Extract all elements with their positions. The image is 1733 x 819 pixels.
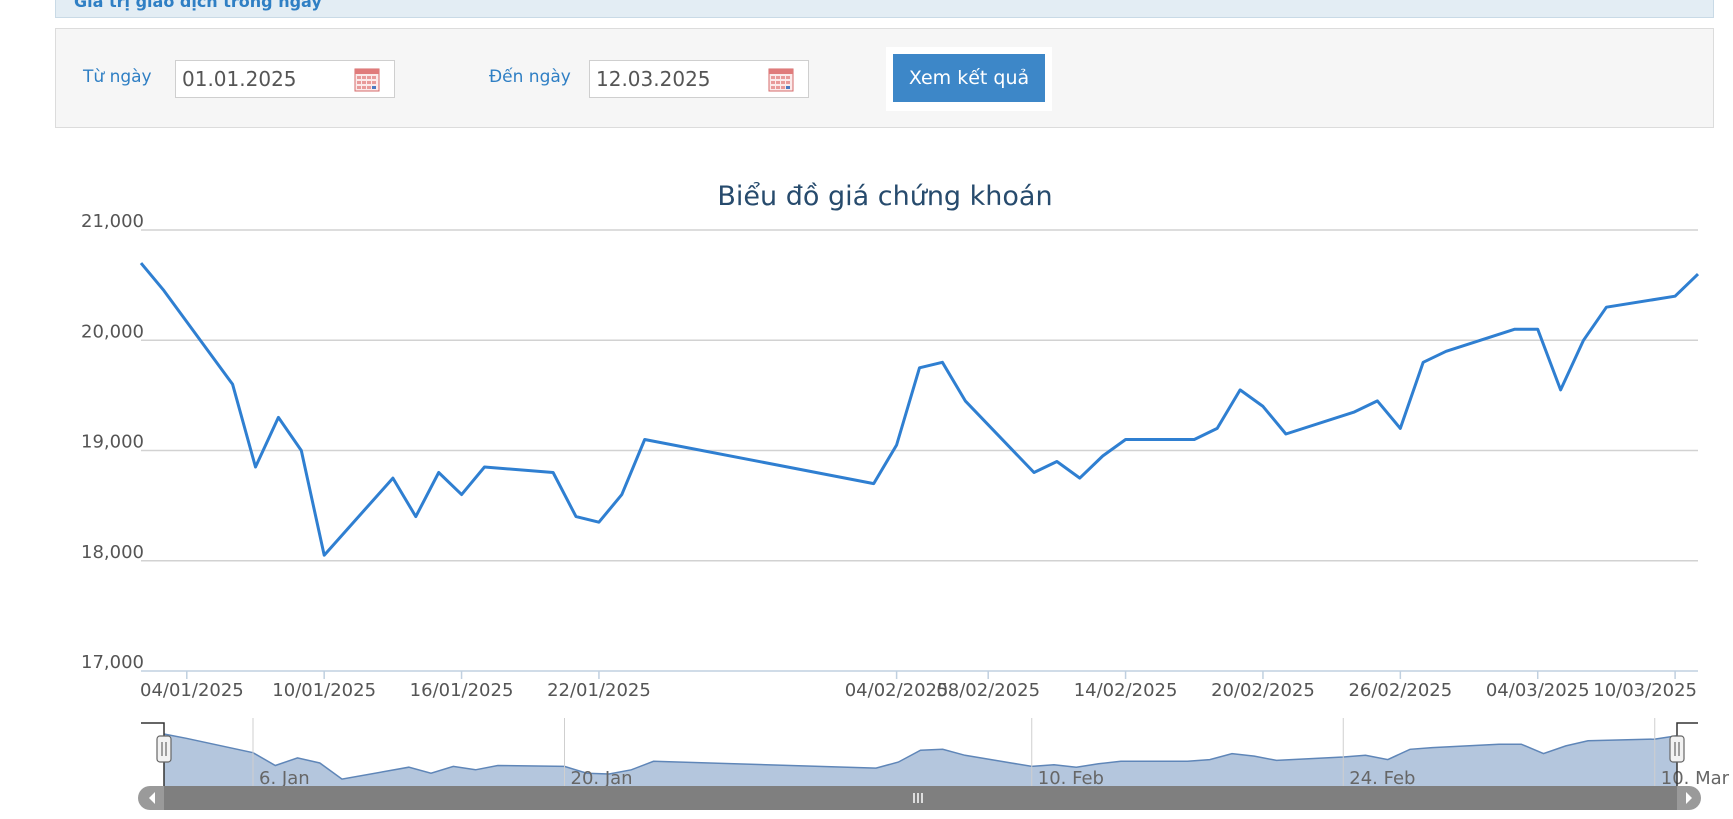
x-tick-label: 14/02/2025: [1074, 680, 1178, 701]
y-tick-label: 18,000: [81, 542, 144, 563]
x-tick-label: 04/02/2025: [845, 680, 949, 701]
to-date-field[interactable]: [589, 60, 809, 98]
y-tick-label: 20,000: [81, 321, 144, 342]
x-tick-label: 26/02/2025: [1348, 680, 1452, 701]
calendar-icon[interactable]: [768, 66, 794, 92]
y-tick-label: 19,000: [81, 432, 144, 453]
navigator-area: [164, 734, 1677, 786]
navigator-label: 6. Jan: [259, 768, 310, 789]
date-filter-panel: Từ ngày Đến ngày Xem kết: [55, 28, 1714, 128]
scrollbar-thumb[interactable]: [164, 786, 1677, 810]
section-header-strip: Giá trị giao dịch trong ngày: [55, 0, 1714, 18]
x-tick-label: 22/01/2025: [547, 680, 651, 701]
to-date-input[interactable]: [596, 61, 766, 97]
navigator-right-handle[interactable]: [1669, 735, 1685, 763]
from-date-field[interactable]: [175, 60, 395, 98]
navigator-line: [163, 733, 1678, 780]
navigator-label: 10. Feb: [1038, 768, 1104, 789]
x-tick-label: 10/03/2025: [1593, 680, 1697, 701]
navigator-left-edge: [141, 722, 165, 786]
navigator: 6. Jan 20. Jan 10. Feb 24. Feb 10. Mar: [138, 718, 1730, 810]
from-date-label: Từ ngày: [83, 67, 152, 87]
to-date-label: Đến ngày: [489, 67, 571, 87]
y-tick-label: 17,000: [81, 652, 144, 673]
calendar-icon[interactable]: [354, 66, 380, 92]
y-axis: 21,000 20,000 19,000 18,000 17,000: [81, 211, 144, 673]
navigator-left-handle[interactable]: [156, 735, 172, 763]
x-tick-label: 10/01/2025: [272, 680, 376, 701]
navigator-label: 10. Mar: [1661, 768, 1730, 789]
grid-lines: [141, 229, 1698, 672]
navigator-right-edge: [1676, 722, 1698, 786]
from-date-input[interactable]: [182, 61, 352, 97]
y-tick-label: 21,000: [81, 211, 144, 232]
scroll-left-arrow-icon[interactable]: [149, 792, 155, 804]
x-tick-label: 04/01/2025: [140, 680, 244, 701]
chart-title: Biểu đồ giá chứng khoán: [717, 181, 1052, 212]
navigator-scrollbar[interactable]: [138, 786, 1701, 810]
x-tick-label: 08/02/2025: [936, 680, 1040, 701]
x-axis: 04/01/2025 10/01/2025 16/01/2025 22/01/2025…: [140, 671, 1697, 701]
scroll-right-arrow-icon[interactable]: [1686, 792, 1692, 804]
navigator-label: 20. Jan: [571, 768, 633, 789]
x-tick-label: 16/01/2025: [410, 680, 514, 701]
submit-button-wrapper: Xem kết quả: [886, 47, 1052, 111]
view-results-button[interactable]: Xem kết quả: [893, 54, 1045, 102]
navigator-label: 24. Feb: [1349, 768, 1415, 789]
price-series-line: [139, 262, 1700, 557]
x-tick-label: 04/03/2025: [1486, 680, 1590, 701]
x-tick-label: 20/02/2025: [1211, 680, 1315, 701]
section-header-text: Giá trị giao dịch trong ngày: [74, 0, 322, 11]
